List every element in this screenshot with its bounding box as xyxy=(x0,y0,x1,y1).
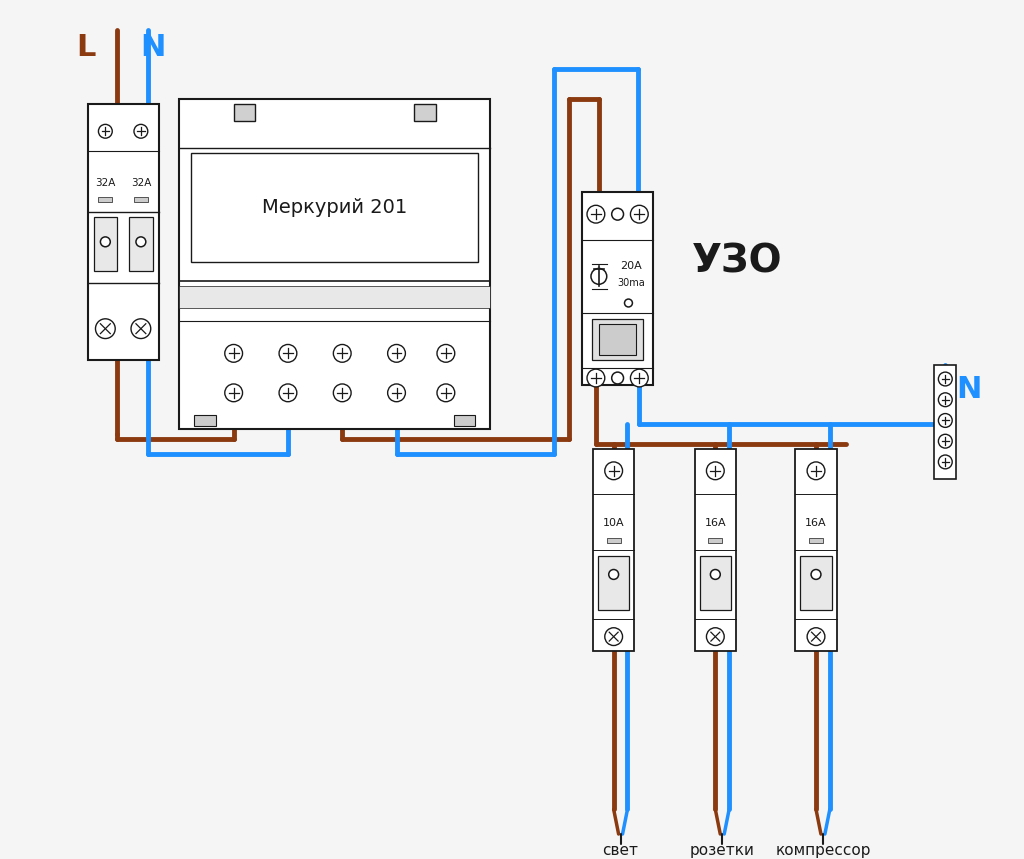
Text: 30ma: 30ma xyxy=(617,278,645,289)
Bar xyxy=(134,198,147,203)
Bar xyxy=(582,192,653,385)
Text: 32А: 32А xyxy=(131,178,152,187)
Bar xyxy=(592,319,643,360)
Circle shape xyxy=(334,384,351,402)
Bar xyxy=(98,198,113,203)
Circle shape xyxy=(938,393,952,406)
Text: N: N xyxy=(140,33,166,62)
Text: 32А: 32А xyxy=(95,178,116,187)
Text: L: L xyxy=(76,33,95,62)
Circle shape xyxy=(611,208,624,220)
Circle shape xyxy=(938,413,952,428)
Circle shape xyxy=(591,269,607,284)
Bar xyxy=(179,286,490,308)
Circle shape xyxy=(631,369,648,387)
Text: Меркурий 201: Меркурий 201 xyxy=(262,198,408,216)
Circle shape xyxy=(587,205,605,223)
Bar xyxy=(699,556,731,610)
Circle shape xyxy=(631,205,648,223)
Circle shape xyxy=(707,462,724,479)
Bar xyxy=(454,415,475,426)
Bar xyxy=(809,538,823,543)
Circle shape xyxy=(938,455,952,469)
Bar xyxy=(593,449,635,651)
Text: 10А: 10А xyxy=(603,518,625,528)
Bar xyxy=(599,324,636,356)
Bar xyxy=(800,556,831,610)
Circle shape xyxy=(136,237,145,247)
Bar xyxy=(93,217,117,271)
Circle shape xyxy=(437,384,455,402)
Text: свет: свет xyxy=(602,843,639,858)
Text: 16А: 16А xyxy=(805,518,826,528)
Bar xyxy=(598,556,630,610)
Circle shape xyxy=(225,344,243,362)
Circle shape xyxy=(938,372,952,386)
Circle shape xyxy=(707,628,724,645)
Text: УЗО: УЗО xyxy=(692,242,782,281)
Circle shape xyxy=(587,369,605,387)
Text: компрессор: компрессор xyxy=(775,843,870,858)
Text: N: N xyxy=(956,375,982,405)
Circle shape xyxy=(611,372,624,384)
Text: 16А: 16А xyxy=(705,518,726,528)
Circle shape xyxy=(131,319,151,338)
Bar xyxy=(88,104,159,360)
Bar xyxy=(796,449,837,651)
Circle shape xyxy=(807,462,825,479)
Bar xyxy=(607,538,621,543)
Bar xyxy=(195,415,216,426)
Circle shape xyxy=(388,344,406,362)
Circle shape xyxy=(807,628,825,645)
Circle shape xyxy=(625,299,633,307)
Bar xyxy=(935,365,956,478)
Circle shape xyxy=(811,570,821,579)
Circle shape xyxy=(225,384,243,402)
Circle shape xyxy=(608,570,618,579)
Circle shape xyxy=(605,628,623,645)
Circle shape xyxy=(605,462,623,479)
Circle shape xyxy=(98,125,113,138)
Text: розетки: розетки xyxy=(690,843,755,858)
Bar xyxy=(129,217,153,271)
Circle shape xyxy=(280,384,297,402)
Circle shape xyxy=(334,344,351,362)
Bar xyxy=(415,104,436,121)
Bar xyxy=(709,538,722,543)
Bar xyxy=(233,104,255,121)
Bar xyxy=(191,153,478,261)
Bar xyxy=(179,99,490,430)
Bar xyxy=(694,449,736,651)
Circle shape xyxy=(95,319,116,338)
Circle shape xyxy=(280,344,297,362)
Circle shape xyxy=(938,435,952,448)
Text: 20А: 20А xyxy=(621,261,642,271)
Circle shape xyxy=(100,237,111,247)
Circle shape xyxy=(437,344,455,362)
Circle shape xyxy=(388,384,406,402)
Circle shape xyxy=(134,125,147,138)
Circle shape xyxy=(711,570,720,579)
